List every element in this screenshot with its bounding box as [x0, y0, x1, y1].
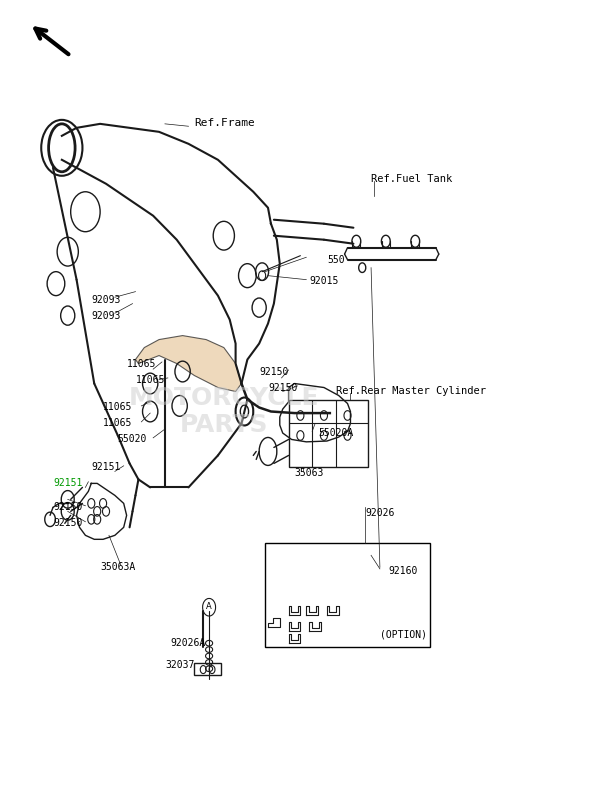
Text: 11065: 11065	[103, 419, 133, 428]
Text: 92151: 92151	[91, 463, 121, 472]
Text: 11065: 11065	[127, 359, 156, 368]
Text: 92160: 92160	[389, 566, 418, 576]
Text: 92150: 92150	[53, 503, 82, 512]
Text: 35063: 35063	[294, 468, 324, 478]
Text: 92026: 92026	[365, 508, 395, 518]
Text: 35063A: 35063A	[100, 562, 135, 572]
Text: (OPTION): (OPTION)	[380, 629, 427, 639]
Text: 55020A: 55020A	[318, 428, 353, 438]
Text: 92150: 92150	[53, 519, 82, 528]
Text: 92151: 92151	[53, 479, 82, 488]
Text: 92093: 92093	[91, 311, 121, 320]
Bar	[265, 543, 430, 647]
Text: Ref.Rear Master Cylinder: Ref.Rear Master Cylinder	[336, 385, 486, 396]
Text: 55020: 55020	[118, 435, 147, 444]
Text: 92015: 92015	[309, 276, 339, 286]
Text: 92150: 92150	[268, 383, 297, 392]
Polygon shape	[135, 336, 241, 392]
Text: 550: 550	[327, 255, 345, 264]
Bar	[194, 663, 221, 675]
Text: A: A	[206, 602, 212, 611]
Text: 32037: 32037	[165, 660, 194, 670]
Text: 92026A: 92026A	[171, 638, 206, 648]
Text: 92093: 92093	[91, 295, 121, 304]
Text: 11065: 11065	[135, 375, 165, 384]
Text: Ref.Fuel Tank: Ref.Fuel Tank	[371, 173, 452, 184]
Text: MOTORCYCLE
PARTS: MOTORCYCLE PARTS	[128, 386, 319, 437]
Text: 92150: 92150	[259, 367, 289, 376]
Bar	[289, 400, 368, 467]
Text: Ref.Frame: Ref.Frame	[194, 117, 255, 128]
Text: 11065: 11065	[103, 403, 133, 412]
